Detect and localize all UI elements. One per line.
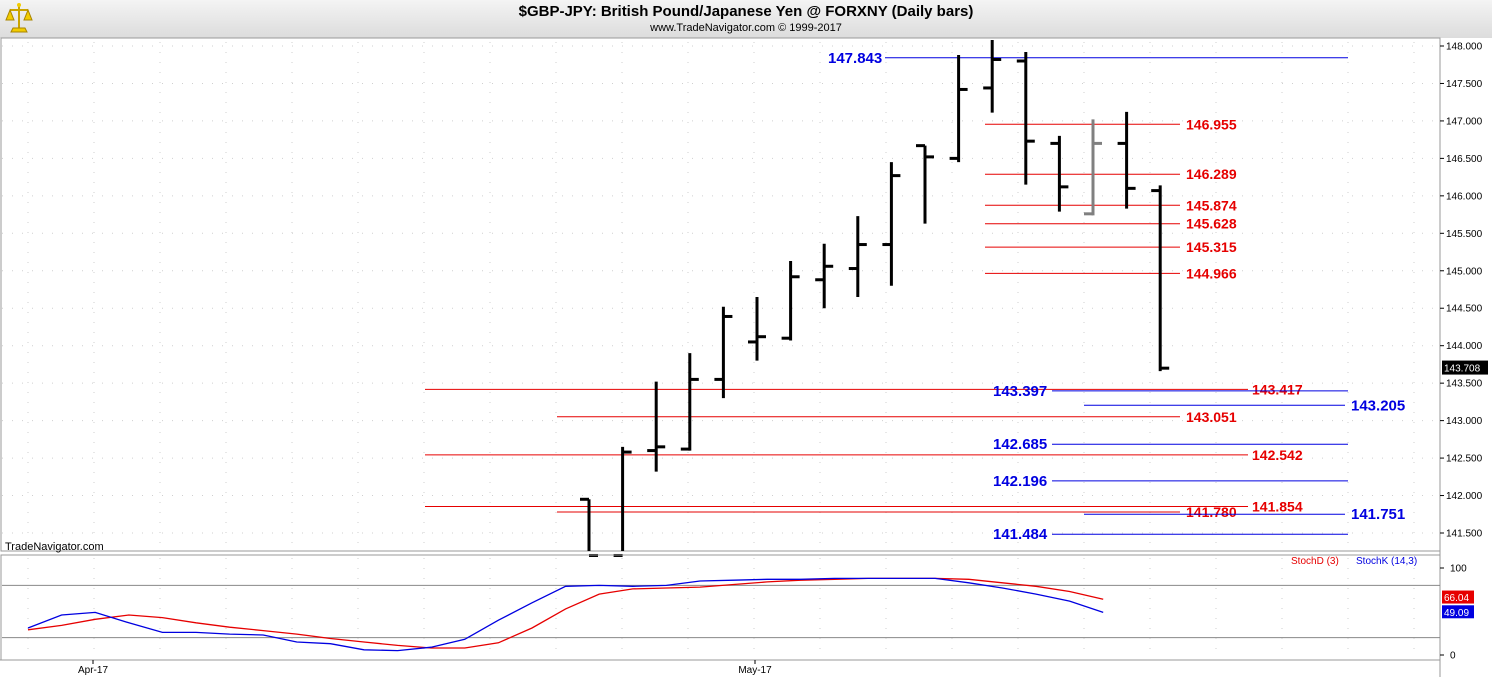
stochastic-lines xyxy=(27,577,1104,652)
price-tick-label: 142.000 xyxy=(1446,491,1483,502)
level-label-red: 141.780 xyxy=(1186,504,1237,520)
level-label-blue: 142.685 xyxy=(993,436,1047,453)
level-label-red: 146.289 xyxy=(1186,166,1237,182)
chart-subtitle: www.TradeNavigator.com © 1999-2017 xyxy=(650,22,842,34)
level-label-blue: 147.843 xyxy=(828,50,882,67)
ohlc-bar xyxy=(1050,135,1069,212)
price-bars xyxy=(580,40,1170,557)
ohlc-bar xyxy=(714,306,733,399)
ohlc-bar xyxy=(1016,51,1035,185)
ohlc-bar xyxy=(1117,111,1136,209)
ohlc-bar xyxy=(580,497,598,557)
stochk-value: 49.09 xyxy=(1444,608,1469,619)
price-tick-label: 147.500 xyxy=(1446,79,1483,90)
level-label-blue: 143.397 xyxy=(993,383,1047,400)
ohlc-bar xyxy=(916,144,934,224)
stochastic-frame xyxy=(0,554,1441,661)
stoch-tick-label: 0 xyxy=(1450,651,1456,662)
level-label-red: 141.854 xyxy=(1252,498,1303,514)
stochd-value-box xyxy=(1442,590,1474,604)
price-panel-frame xyxy=(0,37,1441,552)
title-bar xyxy=(0,0,1492,38)
ohlc-bar xyxy=(613,446,632,557)
last-price-box xyxy=(1442,360,1488,375)
level-label-red: 143.051 xyxy=(1186,409,1237,425)
level-label-red: 143.417 xyxy=(1252,381,1303,397)
level-label-blue: 141.484 xyxy=(993,526,1048,543)
level-label-red: 146.955 xyxy=(1186,116,1237,132)
ohlc-bar xyxy=(815,243,834,309)
legend-stochk: StochK (14,3) xyxy=(1356,556,1417,567)
level-label-red: 145.315 xyxy=(1186,239,1237,255)
time-tick-label: Apr-17 xyxy=(78,665,108,676)
stochk-value-box xyxy=(1442,605,1474,619)
stoch-line-blue xyxy=(27,577,1104,652)
ohlc-bar xyxy=(647,381,666,472)
level-label-red: 145.628 xyxy=(1186,216,1237,232)
stoch-tick-label: 100 xyxy=(1450,564,1467,575)
stochd-value: 66.04 xyxy=(1444,593,1469,604)
ohlc-bar xyxy=(983,40,1002,113)
ohlc-bar xyxy=(1151,185,1170,372)
price-tick-label: 146.500 xyxy=(1446,154,1483,165)
trade-navigator-logo xyxy=(5,3,33,33)
ohlc-bar xyxy=(1084,119,1102,216)
ohlc-bar xyxy=(949,54,968,163)
level-label-blue: 143.205 xyxy=(1351,397,1405,414)
ohlc-bar xyxy=(882,162,901,286)
price-tick-label: 146.000 xyxy=(1446,191,1483,202)
price-tick-label: 141.500 xyxy=(1446,529,1483,540)
legend-stochd: StochD (3) xyxy=(1291,556,1339,567)
level-label-blue: 141.751 xyxy=(1351,506,1405,523)
level-label-red: 145.874 xyxy=(1186,197,1237,213)
price-axis: 148.000 147.500 147.000 146.500 146.000 145.5… xyxy=(1440,42,1483,540)
level-label-blue: 142.196 xyxy=(993,473,1047,490)
price-tick-label: 147.000 xyxy=(1446,116,1483,127)
price-tick-label: 143.000 xyxy=(1446,416,1483,427)
last-price-tag: 143.708 xyxy=(1442,360,1488,375)
ohlc-bar xyxy=(848,216,867,297)
stochastic-axis: 100 0 xyxy=(1440,564,1467,662)
ohlc-bar xyxy=(781,261,800,341)
stochastic-legend: StochD (3) StochK (14,3) 66.04 49.09 xyxy=(1291,556,1474,619)
level-label-red: 144.966 xyxy=(1186,265,1237,281)
stochastic-panel xyxy=(0,554,1441,661)
ohlc-bar xyxy=(748,296,766,361)
price-tick-label: 144.500 xyxy=(1446,304,1483,315)
level-label-red: 142.542 xyxy=(1252,447,1303,463)
watermark: TradeNavigator.com xyxy=(5,541,104,553)
time-tick-label: May-17 xyxy=(738,665,772,676)
price-tick-label: 145.000 xyxy=(1446,266,1483,277)
price-tick-label: 145.500 xyxy=(1446,229,1483,240)
price-tick-label: 143.500 xyxy=(1446,379,1483,390)
price-tick-label: 144.000 xyxy=(1446,341,1483,352)
ohlc-bar xyxy=(680,353,699,451)
last-price-label: 143.708 xyxy=(1444,364,1481,375)
price-levels: 147.843 146.955 146.289 145.874 145.628 145.3… xyxy=(425,50,1405,543)
chart-title: $GBP-JPY: British Pound/Japanese Yen @ F… xyxy=(518,3,974,20)
price-tick-label: 148.000 xyxy=(1446,42,1483,53)
price-tick-label: 142.500 xyxy=(1446,454,1483,465)
time-axis: Apr-17 May-17 xyxy=(0,659,1440,676)
